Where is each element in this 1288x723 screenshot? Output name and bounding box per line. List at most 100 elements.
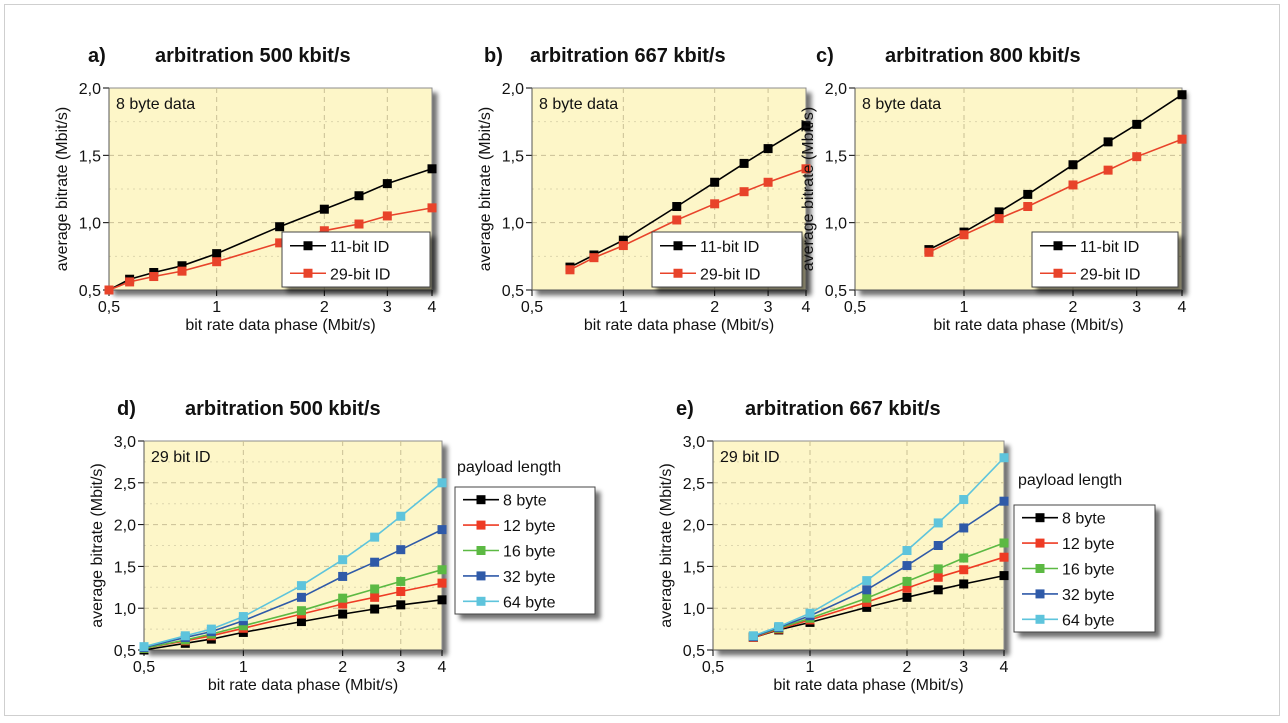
legend-label: 64 byte — [1062, 612, 1115, 629]
data-point — [338, 599, 348, 609]
data-point — [275, 238, 285, 248]
data-point — [296, 606, 306, 616]
legend-swatch-marker — [476, 571, 486, 581]
legend-label: 11-bit ID — [700, 239, 759, 256]
legend-label: 29-bit ID — [330, 266, 390, 283]
data-point — [1177, 134, 1187, 144]
x-tick-label: 0,5 — [98, 299, 120, 316]
data-point — [959, 230, 969, 240]
data-point — [177, 266, 187, 276]
data-point — [748, 631, 758, 641]
panel-label: d) — [117, 398, 136, 420]
y-tick-label: 1,5 — [79, 148, 101, 165]
y-tick-label: 2,5 — [114, 476, 136, 493]
data-point — [902, 592, 912, 602]
legend-swatch-marker — [673, 268, 683, 278]
data-point — [139, 642, 149, 652]
data-point — [296, 581, 306, 591]
data-point — [959, 553, 969, 563]
y-tick-label: 3,0 — [114, 434, 136, 451]
data-point — [370, 604, 380, 614]
x-tick-label: 3 — [959, 659, 968, 676]
y-tick-label: 1,0 — [502, 216, 524, 233]
x-axis-label: bit rate data phase (Mbit/s) — [584, 317, 774, 334]
legend: 8 byte 12 byte 16 byte 32 byte 64 byte — [454, 486, 596, 615]
data-point — [125, 277, 135, 287]
legend-label: 11-bit ID — [330, 239, 389, 256]
x-tick-label: 1 — [212, 299, 221, 316]
x-tick-label: 2 — [320, 299, 329, 316]
series-line — [928, 138, 1183, 254]
data-point — [319, 226, 329, 236]
data-point — [177, 261, 187, 271]
plot-annotation: 8 byte data — [862, 96, 941, 113]
y-tick-label: 0,5 — [114, 643, 136, 660]
series-29-bit-id — [565, 164, 811, 275]
data-point — [999, 453, 1009, 463]
x-tick-label: 0,5 — [844, 299, 866, 316]
legend-swatch-marker — [1035, 614, 1045, 624]
data-point — [396, 511, 406, 521]
series-64-byte — [139, 478, 447, 652]
legend-swatch-marker — [1053, 268, 1063, 278]
y-axis-label: average bitrate (Mbit/s) — [800, 107, 817, 272]
data-point — [180, 631, 190, 641]
data-point — [618, 235, 628, 245]
x-tick-label: 1 — [806, 659, 815, 676]
y-tick-label: 1,0 — [825, 216, 847, 233]
y-tick-label: 1,5 — [825, 148, 847, 165]
y-tick-label: 2,5 — [683, 476, 705, 493]
data-point — [902, 546, 912, 556]
legend-swatch-marker — [476, 596, 486, 606]
x-tick-label: 2 — [1069, 299, 1078, 316]
data-point — [338, 593, 348, 603]
x-tick-label: 1 — [239, 659, 248, 676]
legend-label: 8 byte — [503, 493, 547, 510]
data-point — [370, 592, 380, 602]
data-point — [739, 158, 749, 168]
data-point — [382, 179, 392, 189]
plot-annotation: 29 bit ID — [151, 449, 211, 466]
legend-label: 32 byte — [1062, 587, 1115, 604]
legend-swatch-marker — [476, 495, 486, 505]
data-point — [902, 561, 912, 571]
data-point — [370, 557, 380, 567]
x-axis-label: bit rate data phase (Mbit/s) — [185, 317, 375, 334]
data-point — [618, 241, 628, 251]
plot-annotation: 29 bit ID — [720, 449, 780, 466]
data-point — [933, 585, 943, 595]
chart-title: arbitration 500 kbit/s — [155, 45, 351, 67]
series-64-byte — [748, 453, 1009, 641]
chart-panel-c: c) arbitration 800 kbit/s 0,5 1 2 3 4 0,5 1,0 1,5… — [800, 45, 1187, 334]
data-point — [1177, 90, 1187, 100]
data-point — [710, 199, 720, 209]
plot-annotation: 8 byte data — [539, 96, 618, 113]
data-point — [370, 584, 380, 594]
data-point — [994, 207, 1004, 217]
data-point — [774, 622, 784, 632]
data-point — [933, 541, 943, 550]
data-point — [338, 571, 348, 581]
figure-frame — [4, 4, 1280, 716]
y-tick-label: 0,5 — [825, 283, 847, 300]
x-tick-label: 0,5 — [133, 659, 155, 676]
legend-swatch-marker — [476, 546, 486, 555]
chart-panel-b: b) arbitration 667 kbit/s 0,5 1 2 3 4 0,5 1,0 1,5… — [477, 45, 811, 334]
chart-panel-d: d) arbitration 500 kbit/s 0,5 1 2 3 4 0,5 1,0 1,5… — [89, 398, 596, 694]
data-point — [763, 144, 773, 154]
data-point — [396, 545, 406, 555]
data-point — [1132, 152, 1142, 162]
data-point — [862, 585, 872, 595]
data-point — [902, 576, 912, 586]
y-tick-label: 0,5 — [683, 643, 705, 660]
series-29-bit-id — [104, 203, 437, 295]
x-tick-label: 4 — [428, 299, 437, 316]
panel-label: c) — [816, 45, 834, 67]
x-tick-label: 4 — [438, 659, 447, 676]
data-point — [805, 608, 815, 618]
data-point — [801, 121, 811, 131]
data-point — [959, 565, 969, 575]
x-tick-label: 1 — [960, 299, 969, 316]
data-point — [933, 564, 943, 574]
x-tick-label: 0,5 — [702, 659, 724, 676]
